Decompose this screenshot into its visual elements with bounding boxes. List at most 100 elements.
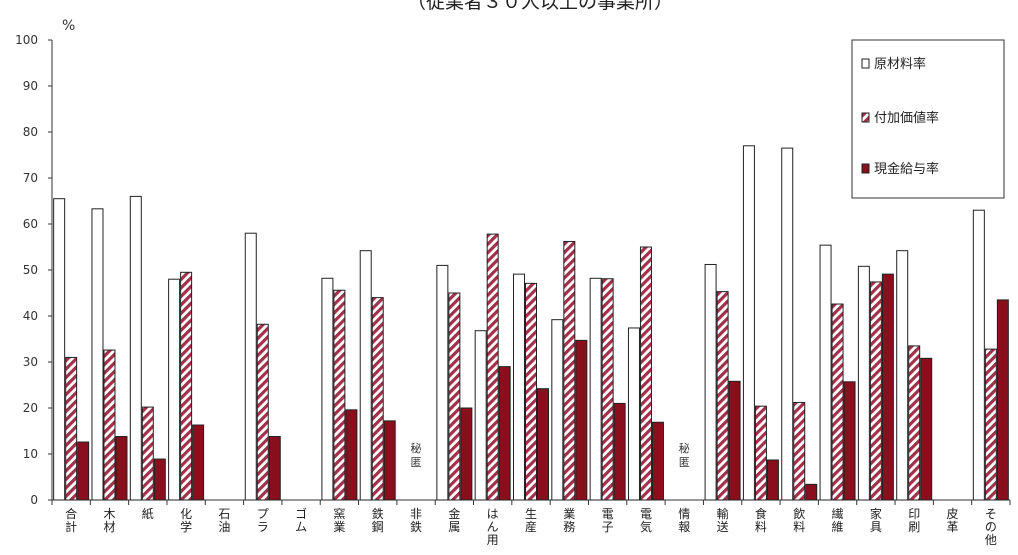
bar-value-added <box>525 282 537 501</box>
bar-value-added <box>448 292 461 501</box>
x-tick-label: 食 <box>755 506 767 521</box>
bar-raw-material <box>704 263 717 501</box>
bar-raw-material <box>742 145 755 501</box>
bar-wages <box>153 458 166 501</box>
bar-raw-material <box>168 278 181 501</box>
bar-raw-material <box>551 319 564 501</box>
y-tick-label: 50 <box>23 263 38 277</box>
bar-raw-material <box>359 250 372 501</box>
bar-wages <box>881 273 894 501</box>
bar-group <box>857 265 894 501</box>
x-tick-label: ん <box>487 520 499 534</box>
x-tick-label: 情 <box>678 507 690 521</box>
x-tick-label: 他 <box>985 533 997 547</box>
x-tick-label: 用 <box>487 533 499 547</box>
bar-group <box>896 250 933 501</box>
legend-swatch-wages <box>861 163 870 174</box>
x-tick-label: 木 <box>103 507 115 521</box>
x-tick-label: 金 <box>448 506 460 521</box>
bar-wages <box>345 409 358 501</box>
x-axis <box>51 499 1011 505</box>
bar-raw-material <box>857 265 870 501</box>
bar-group <box>819 244 856 501</box>
bar-wages <box>996 299 1009 501</box>
bar-value-added <box>831 303 844 501</box>
x-tick-label: 業 <box>333 520 345 534</box>
y-axis-unit: % <box>62 18 75 34</box>
x-tick-label: 計 <box>65 519 77 534</box>
x-tick-label: 窯 <box>333 506 345 521</box>
bar-group <box>627 246 664 501</box>
bar-raw-material <box>513 273 525 501</box>
x-tick-label: 繊 <box>832 507 844 521</box>
legend-swatch-value-added <box>861 112 870 123</box>
bar-value-added <box>256 323 269 501</box>
bar-group <box>742 145 779 501</box>
bar-value-added <box>65 356 78 501</box>
bar-value-added <box>371 297 384 501</box>
x-tick-label: 子 <box>602 520 614 534</box>
bar-group <box>436 264 473 501</box>
confidential-note: 匿 <box>411 456 422 469</box>
x-tick-label: 生 <box>525 507 537 521</box>
legend-label-raw-material: 原材料率 <box>874 56 926 72</box>
x-tick-label: 報 <box>678 520 690 534</box>
y-tick-label: 30 <box>23 355 38 369</box>
bar-group <box>244 232 281 501</box>
x-tick-label: の <box>985 520 997 534</box>
bar-value-added <box>793 401 806 501</box>
x-tick-label: 材 <box>103 520 115 534</box>
x-tick-label: 化 <box>180 507 192 521</box>
bar-raw-material <box>436 264 449 501</box>
bar-raw-material <box>589 277 602 501</box>
bar-raw-material <box>474 330 487 501</box>
bar-value-added <box>754 405 767 501</box>
bar-wages <box>843 381 856 501</box>
bar-value-added <box>103 349 116 501</box>
chart-title: （従業者３０人以上の事業所） <box>407 0 673 13</box>
bar-wages <box>383 420 396 501</box>
x-tick-label: 石 <box>218 507 230 521</box>
x-tick-label: 革 <box>947 520 959 534</box>
y-tick-label: 90 <box>23 79 38 93</box>
y-tick-label: 60 <box>23 217 38 231</box>
x-tick-label: 産 <box>525 519 537 534</box>
bar-wages <box>575 339 588 501</box>
bar-group <box>359 250 396 501</box>
bar-raw-material <box>244 232 257 501</box>
bar-value-added <box>984 348 997 501</box>
x-tick-label: 電 <box>602 507 614 521</box>
bar-value-added <box>601 278 614 501</box>
bar-raw-material <box>129 195 142 501</box>
bar-wages <box>537 388 549 501</box>
legend-swatch-raw-material <box>861 58 870 69</box>
x-tick-label: ム <box>295 520 307 534</box>
confidential-note: 匿 <box>679 456 690 469</box>
x-tick-label: 鋼 <box>372 520 384 534</box>
x-tick-label: 皮 <box>947 507 959 521</box>
x-tick-label: 家 <box>870 506 882 521</box>
y-tick-label: 0 <box>30 493 38 507</box>
legend-box <box>851 39 1005 199</box>
bar-group <box>513 273 549 501</box>
x-tick-label: 刷 <box>908 520 920 534</box>
bar-value-added <box>716 291 729 501</box>
bar-wages <box>192 424 205 501</box>
bar-raw-material <box>627 327 640 501</box>
bar-group <box>53 198 90 501</box>
bar-raw-material <box>819 244 832 501</box>
x-tick-label: 電 <box>640 507 652 521</box>
y-tick-label: 80 <box>23 125 38 139</box>
x-tick-label: 紙 <box>142 506 154 521</box>
bar-wages <box>651 421 664 501</box>
x-tick-label: 業 <box>563 507 575 521</box>
bar-group <box>91 208 128 501</box>
x-tick-label: 印 <box>908 507 920 521</box>
bar-wages <box>613 402 626 501</box>
bar-value-added <box>908 345 921 501</box>
bar-group <box>129 195 166 501</box>
bar-group <box>972 209 1009 501</box>
